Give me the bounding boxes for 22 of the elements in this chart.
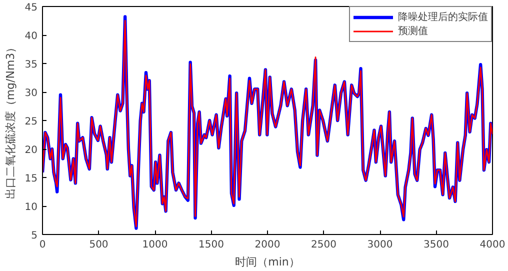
x-tick-label: 1000 bbox=[142, 240, 168, 250]
x-axis-title: 时间（min） bbox=[235, 256, 300, 268]
x-tick-label: 500 bbox=[89, 240, 108, 250]
x-tick-label: 2000 bbox=[254, 240, 280, 250]
y-tick-label: 20 bbox=[24, 145, 38, 156]
y-tick-label: 35 bbox=[24, 60, 38, 70]
x-tick-label: 4000 bbox=[480, 240, 506, 250]
y-tick-label: 40 bbox=[24, 31, 38, 42]
y-tick-label: 10 bbox=[24, 202, 38, 213]
y-tick-label: 45 bbox=[24, 2, 38, 14]
x-tick-label: 3500 bbox=[424, 240, 449, 250]
y-tick-label: 15 bbox=[24, 174, 38, 184]
y-tick-label: 30 bbox=[24, 88, 38, 99]
x-tick-label: 3000 bbox=[367, 240, 393, 250]
legend-label: 降噪处理后的实际值 bbox=[398, 10, 488, 24]
y-tick-label: 5 bbox=[31, 230, 38, 242]
x-tick-label: 0 bbox=[39, 240, 46, 250]
y-tick-label: 25 bbox=[24, 116, 38, 128]
y-axis-title: 出口二氧化硫浓度（mg/Nm3） bbox=[4, 42, 17, 200]
x-tick-label: 1500 bbox=[198, 240, 224, 250]
x-tick-label: 2500 bbox=[311, 240, 336, 250]
legend-label: 预测值 bbox=[398, 24, 428, 38]
